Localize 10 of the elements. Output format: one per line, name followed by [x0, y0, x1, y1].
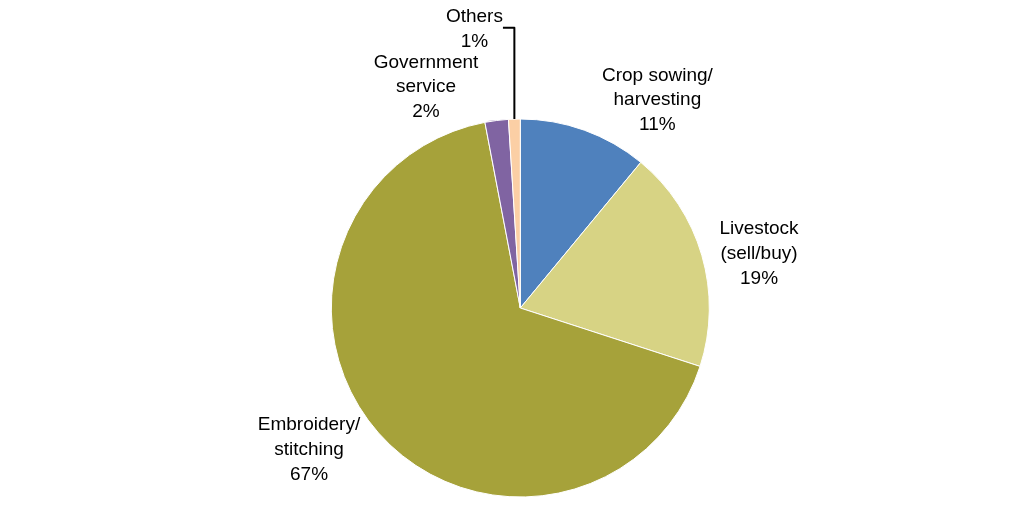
data-label: 2% — [412, 100, 440, 122]
data-label: 11% — [639, 113, 676, 135]
data-label: 1% — [460, 29, 489, 51]
slice-label: Others — [445, 4, 503, 26]
slice-label: Livestock (sell/buy) — [719, 217, 800, 264]
data-label: 67% — [289, 462, 329, 484]
slice-label: Embroidery/ stitching — [257, 413, 361, 459]
data-label: 19% — [739, 266, 779, 288]
slice-label: Crop sowing/ harvesting — [601, 63, 714, 110]
slice-label: Government service — [373, 50, 480, 97]
